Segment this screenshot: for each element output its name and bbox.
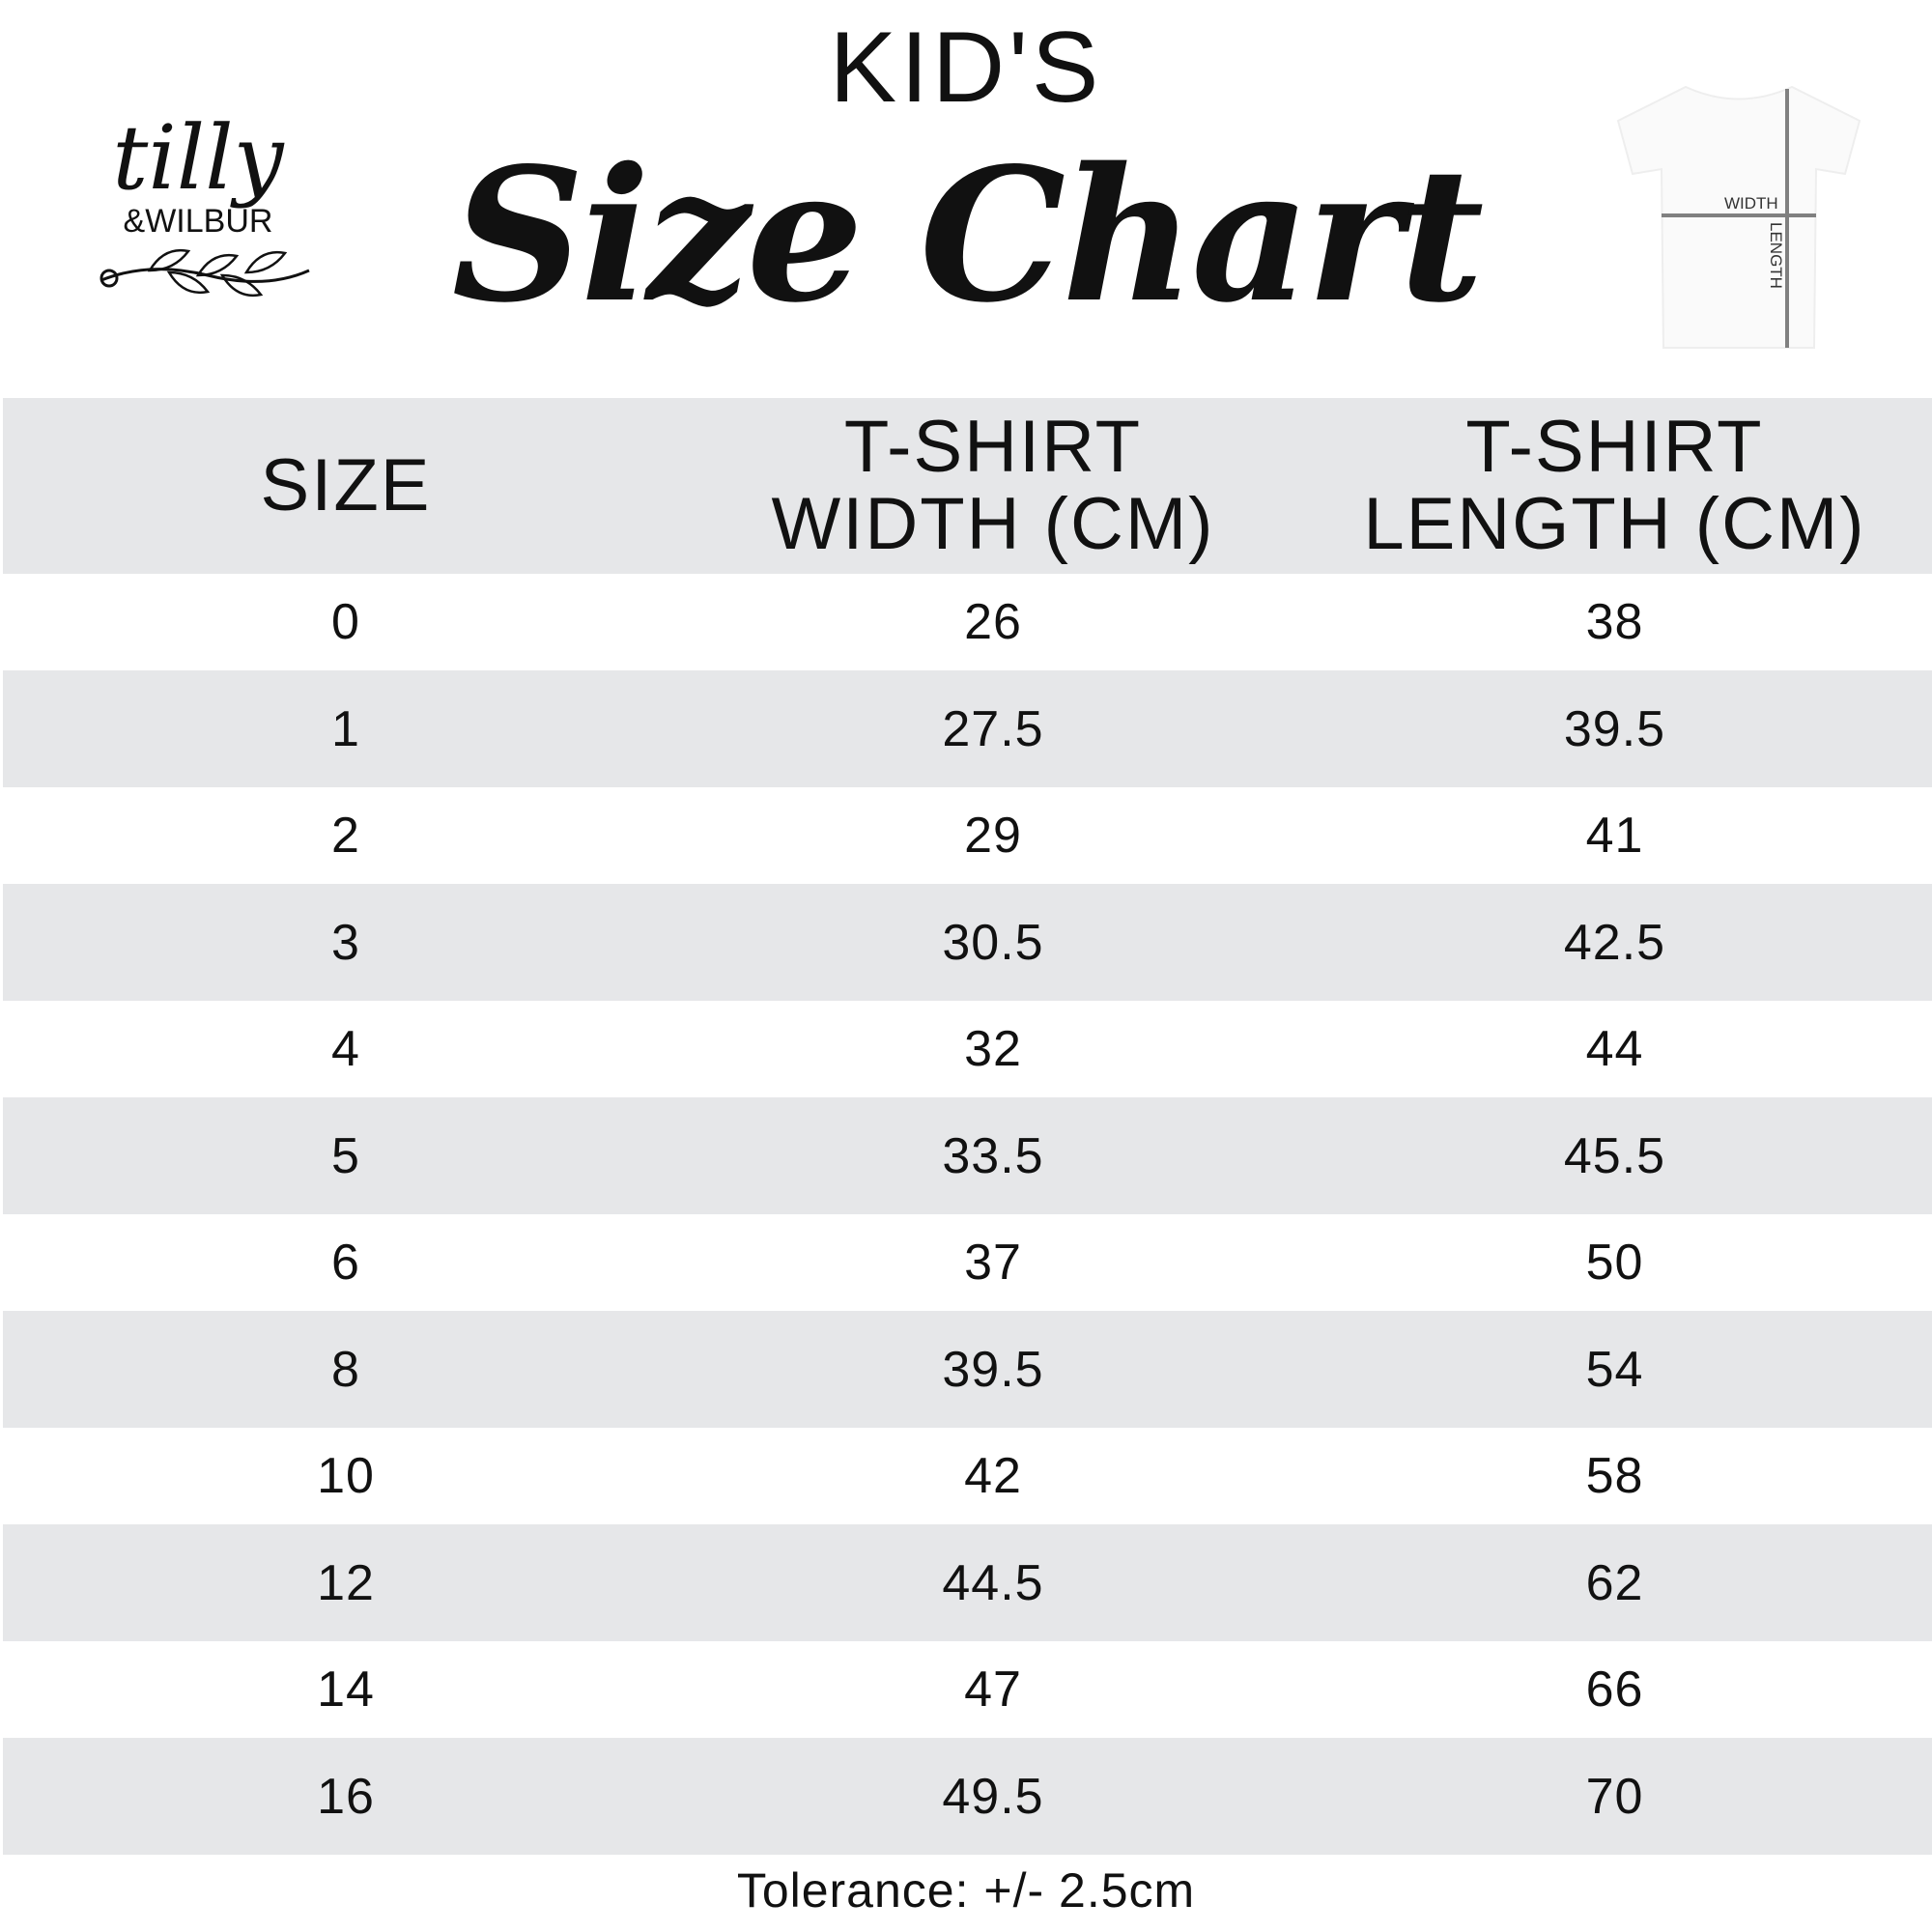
size-cell: 4	[3, 1001, 689, 1097]
length-cell: 39.5	[1297, 670, 1932, 787]
header-width: T-SHIRT WIDTH (CM)	[689, 398, 1297, 574]
length-cell: 62	[1297, 1524, 1932, 1641]
size-cell: 10	[3, 1428, 689, 1524]
tshirt-measurement-diagram: WIDTH LENGTH	[1616, 85, 1861, 349]
length-cell: 50	[1297, 1214, 1932, 1311]
length-cell: 66	[1297, 1641, 1932, 1738]
length-cell: 58	[1297, 1428, 1932, 1524]
title-kicker: KID'S	[829, 12, 1103, 124]
width-cell: 37	[689, 1214, 1297, 1311]
tolerance-note: Tolerance: +/- 2.5cm	[736, 1863, 1196, 1918]
table-row: 4 32 44	[3, 1001, 1932, 1097]
header-size: SIZE	[3, 398, 689, 574]
length-cell: 42.5	[1297, 884, 1932, 1001]
table-row: 16 49.5 70	[3, 1738, 1932, 1855]
size-cell: 2	[3, 787, 689, 884]
svg-text:tilly: tilly	[112, 106, 284, 210]
table-row: 5 33.5 45.5	[3, 1097, 1932, 1214]
brand-logo: tilly &WILBUR	[99, 106, 310, 298]
size-table: SIZE T-SHIRT WIDTH (CM) T-SHIRT LENGTH (CM…	[3, 398, 1932, 1855]
size-cell: 0	[3, 574, 689, 670]
size-cell: 1	[3, 670, 689, 787]
size-cell: 5	[3, 1097, 689, 1214]
length-cell: 41	[1297, 787, 1932, 884]
width-cell: 26	[689, 574, 1297, 670]
table-row: 10 42 58	[3, 1428, 1932, 1524]
size-cell: 16	[3, 1738, 689, 1855]
size-cell: 6	[3, 1214, 689, 1311]
width-cell: 29	[689, 787, 1297, 884]
size-cell: 3	[3, 884, 689, 1001]
table-row: 0 26 38	[3, 574, 1932, 670]
width-cell: 32	[689, 1001, 1297, 1097]
width-cell: 44.5	[689, 1524, 1297, 1641]
svg-text:&WILBUR: &WILBUR	[124, 203, 273, 240]
length-cell: 44	[1297, 1001, 1932, 1097]
length-cell: 45.5	[1297, 1097, 1932, 1214]
table-row: 14 47 66	[3, 1641, 1932, 1738]
table-row: 8 39.5 54	[3, 1311, 1932, 1428]
width-cell: 27.5	[689, 670, 1297, 787]
width-cell: 49.5	[689, 1738, 1297, 1855]
width-cell: 33.5	[689, 1097, 1297, 1214]
width-cell: 42	[689, 1428, 1297, 1524]
size-cell: 14	[3, 1641, 689, 1738]
size-cell: 12	[3, 1524, 689, 1641]
table-row: 6 37 50	[3, 1214, 1932, 1311]
width-cell: 39.5	[689, 1311, 1297, 1428]
table-row: 1 27.5 39.5	[3, 670, 1932, 787]
table-row: 12 44.5 62	[3, 1524, 1932, 1641]
table-row: 2 29 41	[3, 787, 1932, 884]
width-cell: 47	[689, 1641, 1297, 1738]
width-label: WIDTH	[1724, 194, 1778, 213]
width-cell: 30.5	[689, 884, 1297, 1001]
length-cell: 70	[1297, 1738, 1932, 1855]
page-title: Size Chart	[451, 128, 1485, 343]
header-length: T-SHIRT LENGTH (CM)	[1297, 398, 1932, 574]
length-cell: 54	[1297, 1311, 1932, 1428]
size-cell: 8	[3, 1311, 689, 1428]
length-label: LENGTH	[1767, 222, 1785, 289]
length-cell: 38	[1297, 574, 1932, 670]
table-row: 3 30.5 42.5	[3, 884, 1932, 1001]
table-header-row: SIZE T-SHIRT WIDTH (CM) T-SHIRT LENGTH (CM…	[3, 398, 1932, 574]
